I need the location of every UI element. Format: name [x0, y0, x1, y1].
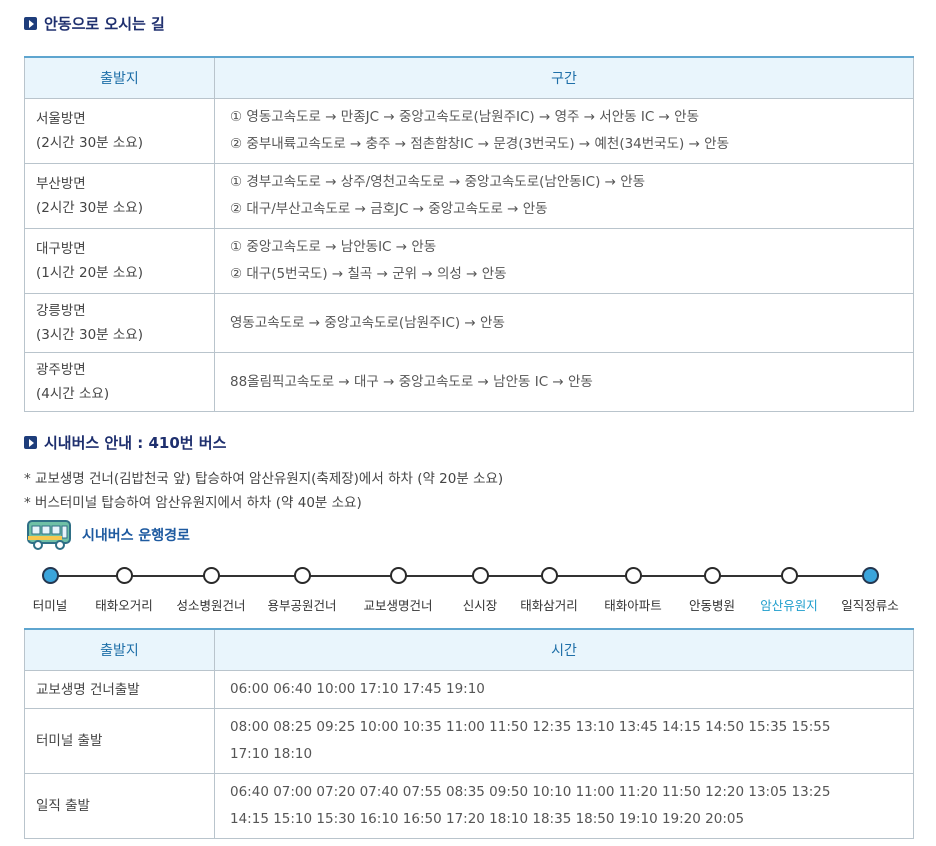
route-stop-label: 안동병원 — [688, 598, 736, 613]
origin-name: 광주방면 — [36, 362, 86, 378]
arrow-square-icon — [24, 17, 37, 30]
origin-cell: 강릉방면 (3시간 30분 소요) — [24, 293, 215, 353]
bus-icon — [27, 520, 71, 550]
times-line: 06:00 06:40 10:00 17:10 17:45 19:10 — [230, 681, 485, 697]
route-stop-label: 성소병원건너 — [176, 598, 246, 613]
route-stop-label: 태화삼거리 — [520, 598, 578, 613]
times-line: 17:10 18:10 — [230, 746, 313, 762]
table-row: 터미널 출발 08:00 08:25 09:25 10:00 10:35 11:… — [24, 708, 914, 774]
origin-cell: 대구방면 (1시간 20분 소요) — [24, 228, 215, 294]
route-line: ② 중부내륙고속도로 → 충주 → 점촌함창IC → 문경(3번국도) → 예천… — [230, 136, 730, 152]
directions-section-title: 안동으로 오시는 길 — [24, 13, 165, 34]
table-row: 일직 출발 06:40 07:00 07:20 07:40 07:55 08:3… — [24, 773, 914, 839]
bus-route-label: 시내버스 운행경로 — [82, 528, 190, 544]
schedule-times-cell: 08:00 08:25 09:25 10:00 10:35 11:00 11:5… — [214, 708, 914, 774]
route-line: ① 영동고속도로 → 만종JC → 중앙고속도로(남원주IC) → 영주 → 서… — [230, 109, 699, 125]
schedule-origin-cell: 교보생명 건너출발 — [24, 670, 215, 709]
route-stop-dot — [42, 567, 59, 584]
table-row: 광주방면 (4시간 소요) 88올림픽고속도로 → 대구 → 중앙고속도로 → … — [24, 352, 914, 412]
origin-name: 대구방면 — [36, 241, 86, 257]
route-stop-label: 태화오거리 — [95, 598, 153, 613]
route-line: ② 대구(5번국도) → 칠곡 → 군위 → 의성 → 안동 — [230, 266, 507, 282]
origin-cell: 서울방면 (2시간 30분 소요) — [24, 98, 215, 164]
route-stop-dot — [294, 567, 311, 584]
route-stop-label: 신시장 — [462, 598, 498, 613]
bus-title-text: 시내버스 안내 : 410번 버스 — [44, 434, 227, 452]
schedule-table: 출발지 시간 교보생명 건너출발 06:00 06:40 10:00 17:10… — [24, 628, 914, 839]
origin-name: 강릉방면 — [36, 303, 86, 319]
route-stop-dot — [390, 567, 407, 584]
table-row: 교보생명 건너출발 06:00 06:40 10:00 17:10 17:45 … — [24, 670, 914, 709]
bus-note: * 교보생명 건너(김밥천국 앞) 탑승하여 암산유원지(축제장)에서 하차 (… — [24, 471, 504, 487]
times-line: 08:00 08:25 09:25 10:00 10:35 11:00 11:5… — [230, 719, 831, 735]
route-stop-dot — [203, 567, 220, 584]
route-cell: 영동고속도로 → 중앙고속도로(남원주IC) → 안동 — [214, 293, 914, 353]
table-row: 서울방면 (2시간 30분 소요) ① 영동고속도로 → 만종JC → 중앙고속… — [24, 98, 914, 164]
route-stop-label: 터미널 — [32, 598, 68, 613]
bus-route-header: 시내버스 운행경로 — [26, 518, 190, 552]
route-stop-dot — [625, 567, 642, 584]
route-line: ① 경부고속도로 → 상주/영천고속도로 → 중앙고속도로(남안동IC) → 안… — [230, 174, 646, 190]
route-line: ② 대구/부산고속도로 → 금호JC → 중앙고속도로 → 안동 — [230, 201, 548, 217]
route-stop-label: 교보생명건너 — [363, 598, 433, 613]
table-row: 강릉방면 (3시간 30분 소요) 영동고속도로 → 중앙고속도로(남원주IC)… — [24, 293, 914, 353]
route-line: 88올림픽고속도로 → 대구 → 중앙고속도로 → 남안동 IC → 안동 — [230, 373, 593, 390]
origin-header: 출발지 — [24, 56, 215, 99]
origin-duration: (1시간 20분 소요) — [36, 265, 143, 281]
bus-section-title: 시내버스 안내 : 410번 버스 — [24, 432, 226, 453]
origin-duration: (2시간 30분 소요) — [36, 135, 143, 151]
origin-duration: (2시간 30분 소요) — [36, 200, 143, 216]
route-stop-dot — [472, 567, 489, 584]
route-stop-label: 일직정류소 — [841, 598, 899, 613]
route-line-track — [50, 575, 870, 577]
route-header: 구간 — [214, 56, 914, 99]
origin-duration: (3시간 30분 소요) — [36, 327, 143, 343]
schedule-times-cell: 06:40 07:00 07:20 07:40 07:55 08:35 09:5… — [214, 773, 914, 839]
origin-duration: (4시간 소요) — [36, 386, 110, 402]
times-line: 06:40 07:00 07:20 07:40 07:55 08:35 09:5… — [230, 784, 831, 800]
schedule-origin-cell: 터미널 출발 — [24, 708, 215, 774]
directions-header-row: 출발지 구간 — [24, 56, 914, 99]
schedule-times-cell: 06:00 06:40 10:00 17:10 17:45 19:10 — [214, 670, 914, 709]
route-stop-dot — [704, 567, 721, 584]
route-line: 영동고속도로 → 중앙고속도로(남원주IC) → 안동 — [230, 314, 505, 331]
schedule-origin-cell: 일직 출발 — [24, 773, 215, 839]
directions-title-text: 안동으로 오시는 길 — [44, 15, 165, 33]
origin-name: 서울방면 — [36, 111, 86, 127]
route-cell: ① 경부고속도로 → 상주/영천고속도로 → 중앙고속도로(남안동IC) → 안… — [214, 163, 914, 229]
route-cell: 88올림픽고속도로 → 대구 → 중앙고속도로 → 남안동 IC → 안동 — [214, 352, 914, 412]
route-cell: ① 중앙고속도로 → 남안동IC → 안동 ② 대구(5번국도) → 칠곡 → … — [214, 228, 914, 294]
table-row: 대구방면 (1시간 20분 소요) ① 중앙고속도로 → 남안동IC → 안동 … — [24, 228, 914, 294]
route-cell: ① 영동고속도로 → 만종JC → 중앙고속도로(남원주IC) → 영주 → 서… — [214, 98, 914, 164]
route-line: ① 중앙고속도로 → 남안동IC → 안동 — [230, 239, 437, 255]
route-stop-dot — [116, 567, 133, 584]
schedule-header-row: 출발지 시간 — [24, 628, 914, 671]
route-stop-dot — [781, 567, 798, 584]
origin-cell: 광주방면 (4시간 소요) — [24, 352, 215, 412]
origin-cell: 부산방면 (2시간 30분 소요) — [24, 163, 215, 229]
arrow-square-icon — [24, 436, 37, 449]
table-row: 부산방면 (2시간 30분 소요) ① 경부고속도로 → 상주/영천고속도로 →… — [24, 163, 914, 229]
bus-note: * 버스터미널 탑승하여 암산유원지에서 하차 (약 40분 소요) — [24, 495, 362, 511]
schedule-time-header: 시간 — [214, 628, 914, 671]
directions-table: 출발지 구간 서울방면 (2시간 30분 소요) ① 영동고속도로 → 만종JC… — [24, 56, 914, 412]
schedule-origin-header: 출발지 — [24, 628, 215, 671]
route-stop-label: 태화아파트 — [604, 598, 662, 613]
route-stop-label: 용부공원건너 — [267, 598, 337, 613]
times-line: 14:15 15:10 15:30 16:10 16:50 17:20 18:1… — [230, 811, 745, 827]
route-stop-dot — [862, 567, 879, 584]
route-stop-label: 암산유원지 — [760, 598, 818, 613]
route-stop-dot — [541, 567, 558, 584]
origin-name: 부산방면 — [36, 176, 86, 192]
